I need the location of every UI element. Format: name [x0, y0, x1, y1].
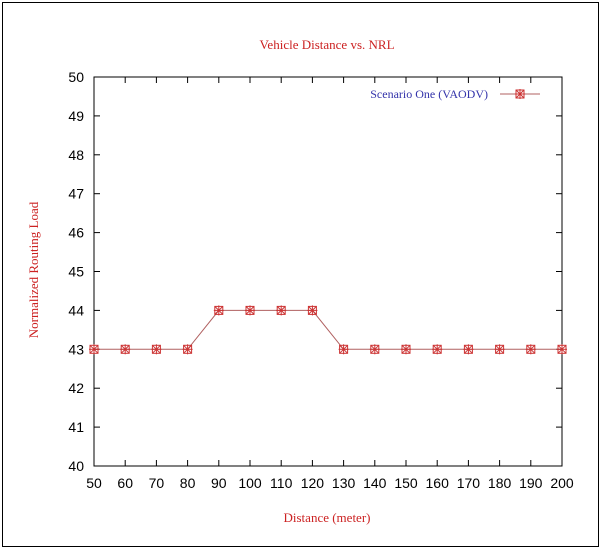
x-tick-label: 140	[363, 475, 387, 491]
data-point	[525, 344, 536, 355]
x-tick-label: 60	[117, 475, 133, 491]
x-tick-label: 160	[426, 475, 450, 491]
data-point	[276, 305, 287, 316]
y-tick-label: 47	[68, 186, 84, 202]
y-tick-label: 42	[68, 380, 84, 396]
x-axis-label: Distance (meter)	[284, 510, 371, 525]
y-tick-label: 41	[68, 419, 84, 435]
x-tick-label: 110	[270, 475, 293, 491]
y-tick-label: 50	[68, 69, 84, 85]
y-tick-label: 43	[68, 341, 84, 357]
y-axis-label: Normalized Routing Load	[26, 201, 41, 338]
data-point	[557, 344, 567, 355]
x-tick-label: 50	[86, 475, 102, 491]
data-point	[245, 305, 255, 316]
x-tick-label: 120	[301, 475, 325, 491]
data-point	[307, 305, 318, 316]
data-point	[338, 344, 349, 355]
legend-label: Scenario One (VAODV)	[370, 87, 488, 101]
chart-title: Vehicle Distance vs. NRL	[259, 37, 394, 52]
data-point	[182, 344, 193, 355]
data-point	[494, 344, 505, 355]
y-tick-label: 46	[68, 225, 84, 241]
x-tick-label: 130	[332, 475, 356, 491]
x-tick-label: 190	[519, 475, 543, 491]
x-tick-label: 200	[550, 475, 574, 491]
y-tick-label: 40	[68, 458, 84, 474]
plot-area	[93, 76, 563, 467]
legend-marker	[515, 89, 525, 99]
y-tick-label: 45	[68, 264, 84, 280]
x-tick-label: 70	[149, 475, 165, 491]
y-tick-label: 44	[68, 302, 84, 318]
y-tick-label: 49	[68, 108, 84, 124]
y-tick-label: 48	[68, 147, 84, 163]
data-point	[432, 344, 443, 355]
x-tick-label: 100	[238, 475, 262, 491]
data-point	[151, 344, 162, 355]
data-point	[463, 344, 474, 355]
x-tick-label: 170	[457, 475, 481, 491]
data-point	[401, 344, 411, 355]
x-tick-label: 180	[488, 475, 512, 491]
data-point	[89, 344, 99, 355]
x-tick-label: 90	[211, 475, 227, 491]
data-point	[213, 305, 224, 316]
data-point	[369, 344, 380, 355]
chart-frame	[2, 2, 599, 547]
x-tick-label: 80	[180, 475, 196, 491]
ticks-layer: 50 60 70 80 90 100 110 120 130 140 150 160 170 180 190…	[68, 69, 573, 491]
legend: Scenario One (VAODV)	[370, 87, 540, 101]
x-tick-label: 150	[394, 475, 418, 491]
series-layer	[89, 305, 567, 355]
series-line	[94, 309, 562, 350]
data-point	[120, 344, 131, 355]
